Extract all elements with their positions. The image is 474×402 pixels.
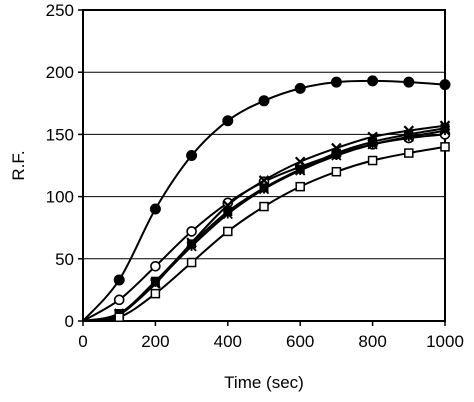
x-tick-label: 1000 <box>426 332 464 351</box>
data-point <box>439 125 451 136</box>
data-point <box>186 150 198 162</box>
x-tick-label: 200 <box>141 332 169 351</box>
y-tick-label: 200 <box>46 63 74 82</box>
data-point <box>186 226 197 237</box>
data-point <box>113 274 125 286</box>
y-axis-label: R.F. <box>9 150 28 180</box>
data-point <box>330 76 342 88</box>
series-line <box>82 129 446 322</box>
series-layer <box>82 75 451 323</box>
series-filled-square <box>82 123 450 322</box>
data-point <box>403 131 414 143</box>
data-point <box>294 82 306 94</box>
data-point <box>295 165 306 176</box>
y-tick-label: 250 <box>46 1 74 20</box>
x-axis-label: Time (sec) <box>224 373 304 392</box>
series-line <box>82 124 446 322</box>
series-open-circle <box>82 129 451 322</box>
data-point <box>367 139 378 150</box>
series-line <box>82 133 446 322</box>
series-line <box>82 145 446 322</box>
data-point <box>114 312 124 323</box>
y-tick-label: 0 <box>65 312 74 331</box>
data-point <box>113 294 125 306</box>
gridlines <box>83 71 445 260</box>
data-point <box>186 257 197 268</box>
x-tick-label: 800 <box>358 332 386 351</box>
data-point <box>367 155 378 166</box>
data-point <box>367 75 379 87</box>
data-point <box>440 142 450 152</box>
y-tick-label: 50 <box>55 250 74 269</box>
data-point <box>295 181 305 192</box>
data-point <box>258 95 270 107</box>
x-tick-label: 600 <box>286 332 314 351</box>
data-point <box>331 166 342 177</box>
data-point <box>150 277 161 288</box>
y-tick-label: 150 <box>46 125 74 144</box>
tick-labels: 0 50 100 150 200 250 0 200 400 600 800 1000 <box>46 1 464 351</box>
data-point <box>439 79 451 91</box>
x-tick-label: 400 <box>214 332 242 351</box>
series-x <box>82 120 451 322</box>
series-filled-circle <box>82 75 451 322</box>
x-tick-label: 0 <box>78 332 87 351</box>
data-point <box>149 203 161 215</box>
data-point <box>150 260 161 272</box>
y-tick-label: 100 <box>46 188 74 207</box>
data-point <box>259 201 269 212</box>
data-point <box>331 150 342 161</box>
data-point <box>222 115 234 127</box>
series-open-square <box>82 142 450 323</box>
plot-area-frame <box>82 9 446 322</box>
data-point <box>258 183 270 195</box>
data-point <box>403 76 415 88</box>
data-point <box>186 241 197 252</box>
data-point <box>404 148 414 158</box>
data-point <box>223 226 233 237</box>
data-point <box>150 288 161 299</box>
data-point <box>222 208 233 220</box>
